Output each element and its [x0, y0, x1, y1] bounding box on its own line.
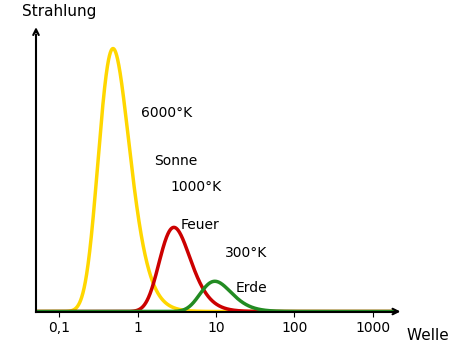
Text: 1000°K: 1000°K: [170, 181, 221, 194]
Text: 300°K: 300°K: [225, 246, 267, 260]
Text: Sonne: Sonne: [154, 154, 197, 168]
Text: Feuer: Feuer: [180, 218, 219, 232]
Text: Erde: Erde: [236, 281, 268, 295]
Text: 6000°K: 6000°K: [141, 105, 192, 120]
Text: Strahlung: Strahlung: [22, 4, 96, 19]
Text: Wellenlänge (µm): Wellenlänge (µm): [407, 328, 450, 343]
